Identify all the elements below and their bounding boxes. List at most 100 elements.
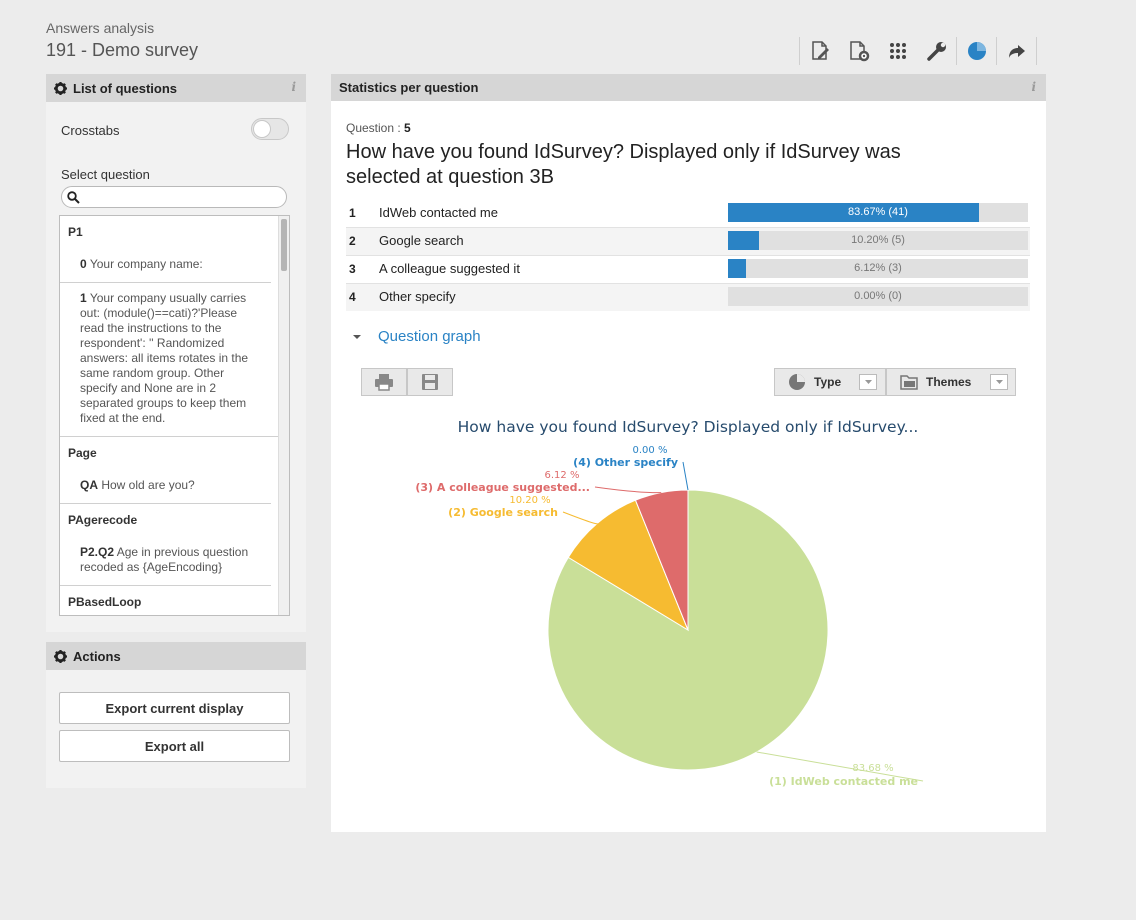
pie-connector-line — [594, 486, 662, 494]
question-group-name: Page — [68, 446, 97, 460]
scrollbar-thumb[interactable] — [281, 219, 287, 271]
pie-connector-line — [682, 461, 689, 491]
question-number: 5 — [404, 121, 411, 135]
answer-row: 3 A colleague suggested it 6.12% (3) — [346, 256, 1030, 284]
answer-percent: 83.67% (41) — [848, 206, 908, 218]
answer-label: Other specify — [379, 289, 456, 304]
chevron-down-icon[interactable] — [990, 374, 1009, 390]
question-list-scrollbar[interactable] — [278, 216, 289, 615]
question-search[interactable] — [61, 186, 287, 208]
document-settings-button[interactable] — [839, 36, 878, 66]
pie-percent-label: 0.00 % — [633, 445, 668, 456]
gear-icon — [54, 649, 67, 663]
info-icon[interactable]: i — [291, 80, 296, 94]
answer-label: Google search — [379, 233, 464, 248]
pie-percent-label: 6.12 % — [545, 470, 580, 481]
wrench-icon — [926, 42, 946, 61]
question-code: 1 — [80, 291, 87, 305]
answer-percent: 10.20% (5) — [851, 234, 905, 246]
wrench-button[interactable] — [917, 36, 956, 66]
question-graph-toggle[interactable]: Question graph — [352, 328, 481, 345]
answer-bar-fill — [728, 203, 979, 222]
pie-chart: How have you found IdSurvey? Displayed o… — [415, 418, 924, 788]
answer-bar: 10.20% (5) — [728, 231, 1028, 250]
question-item-container: 1 Your company usually carries out: (mod… — [60, 283, 280, 437]
grid-apps-button[interactable] — [878, 36, 917, 66]
answer-row: 2 Google search 10.20% (5) — [346, 228, 1030, 256]
answer-number: 2 — [349, 234, 356, 248]
answer-number: 3 — [349, 262, 356, 276]
answer-bar-fill — [728, 231, 759, 250]
pie-chart-icon — [789, 374, 805, 390]
answer-row: 4 Other specify 0.00% (0) — [346, 284, 1030, 311]
gear-icon — [54, 81, 67, 95]
info-icon[interactable]: i — [1031, 80, 1036, 94]
question-text: Your company usually carries out: (modul… — [80, 291, 249, 425]
question-item[interactable]: P2.Q2 Age in previous question recoded a… — [80, 545, 271, 575]
top-toolbar — [799, 36, 1037, 66]
pie-category-label: (1) IdWeb contacted me — [769, 775, 918, 788]
grid-apps-icon — [889, 43, 906, 59]
question-group[interactable]: PAgerecode P2.Q2 Age in previous questio… — [60, 504, 271, 586]
question-graph-label: Question graph — [378, 328, 481, 345]
question-list[interactable]: P1 0 Your company name: 1 Your company u… — [59, 215, 290, 616]
pie-category-label: (4) Other specify — [573, 456, 678, 469]
question-text: Your company name: — [89, 257, 203, 271]
actions-panel-title: Actions — [73, 648, 121, 664]
question-group-name: PAgerecode — [68, 513, 138, 527]
question-group[interactable]: Page QA How old are you? — [60, 437, 271, 504]
question-text: How have you found IdSurvey? Displayed o… — [346, 140, 901, 190]
caret-down-icon — [353, 334, 361, 339]
question-search-input[interactable] — [84, 189, 284, 207]
chart-type-dropdown[interactable]: Type — [774, 368, 886, 396]
document-settings-icon — [849, 41, 869, 62]
question-group[interactable]: P1 0 Your company name: — [60, 216, 271, 283]
actions-panel-header: Actions — [46, 642, 306, 670]
answer-bar-fill — [728, 259, 747, 278]
question-text: How old are you? — [101, 478, 195, 492]
pie-category-label: (3) A colleague suggested... — [415, 481, 590, 494]
toggle-knob — [253, 120, 271, 138]
chart-type-label: Type — [814, 375, 842, 389]
printer-icon — [375, 374, 393, 391]
answer-label: A colleague suggested it — [379, 261, 520, 276]
save-chart-button[interactable] — [407, 368, 453, 396]
edit-document-icon — [811, 41, 829, 60]
answer-label: IdWeb contacted me — [379, 205, 498, 220]
question-item[interactable]: 0 Your company name: — [80, 257, 271, 272]
pie-connector-line — [756, 751, 924, 782]
questions-panel-title: List of questions — [73, 80, 177, 96]
answer-percent: 0.00% (0) — [854, 290, 902, 302]
question-group[interactable]: PBasedLoop — [60, 586, 271, 615]
export-current-button[interactable]: Export current display — [59, 692, 290, 724]
edit-document-button[interactable] — [800, 36, 839, 66]
question-text-line-1: How have you found IdSurvey? Displayed o… — [346, 141, 901, 163]
questions-panel-header: List of questions i — [46, 74, 306, 102]
print-button[interactable] — [361, 368, 407, 396]
statistics-panel-header: Statistics per question i — [331, 74, 1046, 101]
answer-row: 1 IdWeb contacted me 83.67% (41) — [346, 200, 1030, 228]
question-item[interactable]: QA How old are you? — [80, 478, 271, 493]
pie-connector-line — [562, 511, 598, 525]
export-all-button[interactable]: Export all — [59, 730, 290, 762]
pie-chart-button[interactable] — [957, 36, 996, 66]
pie-percent-label: 10.20 % — [509, 495, 550, 506]
chart-themes-dropdown[interactable]: Themes — [886, 368, 1016, 396]
question-group-name: P1 — [68, 225, 83, 239]
share-button[interactable] — [997, 36, 1036, 66]
question-item[interactable]: 1 Your company usually carries out: (mod… — [80, 283, 280, 426]
question-code: P2.Q2 — [80, 545, 115, 559]
crosstabs-toggle[interactable] — [251, 118, 289, 140]
pie-chart-icon — [967, 42, 986, 60]
select-question-label: Select question — [61, 167, 150, 182]
chevron-down-icon[interactable] — [859, 374, 878, 390]
answer-bar: 0.00% (0) — [728, 287, 1028, 306]
chart-themes-label: Themes — [926, 375, 972, 389]
answer-number: 1 — [349, 206, 356, 220]
question-number-label: Question : — [346, 121, 401, 135]
toolbar-divider — [996, 37, 997, 65]
question-group-name: PBasedLoop — [68, 595, 142, 609]
folder-icon — [900, 375, 918, 390]
floppy-disk-icon — [422, 374, 438, 390]
crosstabs-label: Crosstabs — [61, 123, 120, 138]
